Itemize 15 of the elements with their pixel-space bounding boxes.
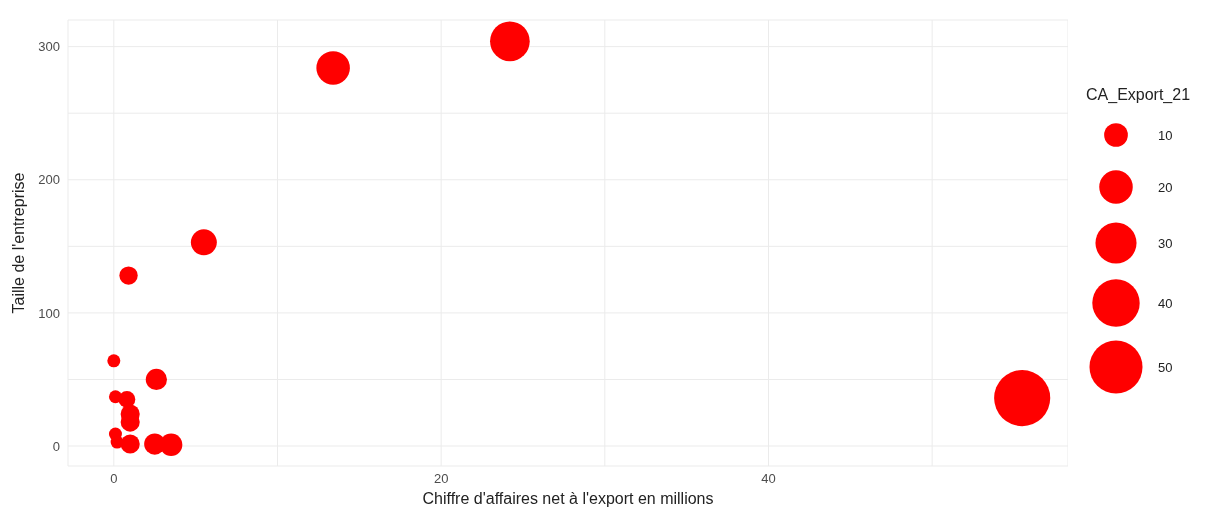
- y-tick-label: 0: [52, 438, 60, 454]
- legend-title: CA_Export_21: [1086, 86, 1191, 104]
- x-tick-label: 0: [110, 471, 118, 487]
- x-axis-title: Chiffre d'affaires net à l'export en millions: [422, 490, 714, 507]
- legend-label: 30: [1158, 235, 1173, 251]
- legend-label: 20: [1158, 179, 1173, 195]
- legend-label: 10: [1158, 127, 1173, 143]
- x-tick-label: 40: [761, 471, 776, 487]
- y-tick-label: 200: [38, 172, 60, 188]
- legend-label: 50: [1158, 359, 1173, 375]
- y-axis-title: Taille de l'entreprise: [9, 172, 27, 314]
- x-tick-label: 20: [433, 471, 449, 487]
- y-tick-label: 300: [38, 39, 60, 55]
- legend-label: 40: [1158, 295, 1173, 311]
- y-tick-label: 100: [38, 305, 60, 321]
